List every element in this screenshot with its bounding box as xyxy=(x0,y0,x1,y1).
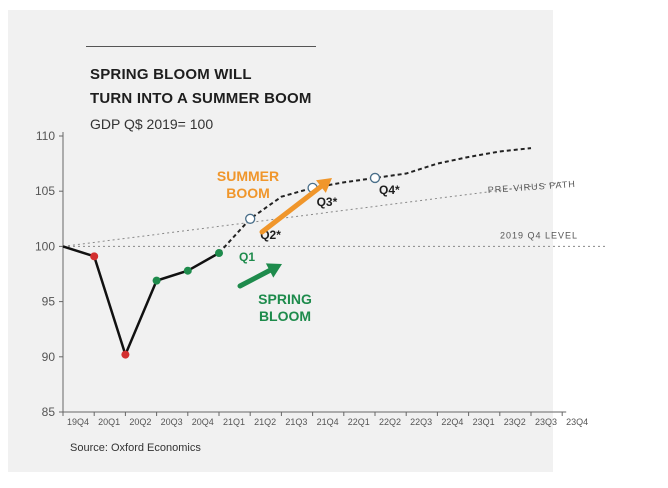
x-tick-label: 22Q3 xyxy=(410,417,432,427)
spring-bloom-label-line-1: SPRING xyxy=(258,291,312,307)
y-tick-label: 90 xyxy=(42,350,56,364)
forecast-point xyxy=(369,172,381,184)
source-note: Source: Oxford Economics xyxy=(70,442,201,454)
actual-point xyxy=(152,276,161,285)
y-tick-label: 100 xyxy=(35,239,55,253)
x-tick-label: 21Q3 xyxy=(285,417,307,427)
x-tick-label: 22Q2 xyxy=(379,417,401,427)
x-tick-label: 22Q4 xyxy=(441,417,463,427)
actual-series-line xyxy=(62,245,220,356)
x-tick-label: 23Q1 xyxy=(473,417,495,427)
spring-bloom-label-line-2: BLOOM xyxy=(259,308,311,324)
forecast-point-label: Q3* xyxy=(317,195,338,209)
actual-point xyxy=(90,252,99,261)
x-tick-label: 23Q4 xyxy=(566,417,588,427)
x-tick-label: 21Q2 xyxy=(254,417,276,427)
title-rule xyxy=(86,46,316,47)
chart-title-line-1: SPRING BLOOM WILL xyxy=(90,66,252,83)
spring-bloom-arrow-shaft xyxy=(237,267,273,289)
actual-point xyxy=(183,266,192,275)
spring-bloom-arrow-head xyxy=(265,263,282,278)
forecast-point-label: Q4* xyxy=(379,183,400,197)
x-tick-label: 21Q1 xyxy=(223,417,245,427)
y-tick-label: 105 xyxy=(35,184,55,198)
summer-boom-arrow-shaft xyxy=(259,184,324,235)
actual-point xyxy=(121,350,130,359)
x-tick-label: 20Q3 xyxy=(161,417,183,427)
forecast-point xyxy=(245,213,256,224)
summer-boom-label-line-1: SUMMER xyxy=(217,168,279,184)
x-tick-label: 22Q1 xyxy=(348,417,370,427)
y-tick-label: 110 xyxy=(36,129,55,143)
x-tick-label: 20Q2 xyxy=(129,417,151,427)
summer-boom-label-line-2: BOOM xyxy=(226,185,270,201)
x-tick-label: 20Q1 xyxy=(98,417,120,427)
pre-virus-path-line xyxy=(62,181,563,247)
y-tick-label: 95 xyxy=(42,295,56,309)
chart-panel xyxy=(8,10,553,472)
y-tick-label: 85 xyxy=(42,405,56,419)
x-tick-label: 20Q4 xyxy=(192,417,214,427)
pre-virus-path-label: PRE-VIRUS PATH xyxy=(487,179,576,195)
x-tick-label: 19Q4 xyxy=(67,417,89,427)
q1-label: Q1 xyxy=(239,250,255,264)
x-tick-label: 23Q2 xyxy=(504,417,526,427)
actual-point xyxy=(215,249,223,258)
x-tick-label: 23Q3 xyxy=(535,417,557,427)
chart-subtitle: GDP Q$ 2019= 100 xyxy=(90,116,214,132)
summer-boom-arrow-head xyxy=(316,178,332,193)
chart-title-line-2: TURN INTO A SUMMER BOOM xyxy=(90,90,312,107)
forecast-series-line xyxy=(218,147,532,254)
x-tick-label: 21Q4 xyxy=(317,417,339,427)
level-2019q4-label: 2019 Q4 LEVEL xyxy=(500,230,578,240)
